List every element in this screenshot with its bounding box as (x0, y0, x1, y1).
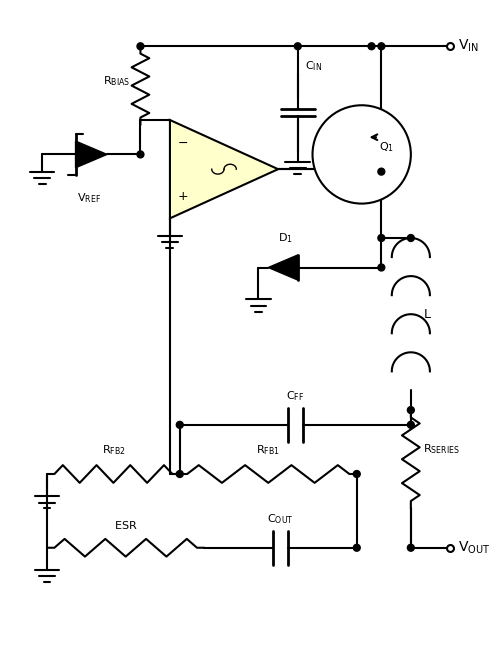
Polygon shape (76, 141, 107, 168)
Circle shape (176, 471, 183, 477)
Text: $\mathregular{V_{IN}}$: $\mathregular{V_{IN}}$ (458, 38, 478, 54)
Text: $\mathregular{L}$: $\mathregular{L}$ (423, 308, 432, 321)
Text: $\mathregular{R_{SERIES}}$: $\mathregular{R_{SERIES}}$ (423, 443, 460, 456)
Text: $\mathregular{R_{FB1}}$: $\mathregular{R_{FB1}}$ (256, 443, 280, 457)
Circle shape (137, 43, 144, 50)
Text: $\mathregular{R_{BIAS}}$: $\mathregular{R_{BIAS}}$ (104, 74, 130, 88)
Polygon shape (170, 120, 278, 218)
Circle shape (294, 43, 301, 50)
Circle shape (368, 43, 375, 50)
Circle shape (354, 471, 360, 477)
Circle shape (354, 545, 360, 551)
Circle shape (378, 264, 385, 271)
Circle shape (312, 105, 411, 204)
Circle shape (176, 421, 183, 428)
Text: $\mathregular{R_{FB2}}$: $\mathregular{R_{FB2}}$ (102, 443, 126, 457)
Circle shape (408, 421, 414, 428)
Circle shape (378, 168, 385, 175)
Text: $\mathregular{V_{OUT}}$: $\mathregular{V_{OUT}}$ (458, 539, 490, 556)
Circle shape (137, 151, 144, 158)
Text: $\mathregular{C_{IN}}$: $\mathregular{C_{IN}}$ (305, 59, 322, 73)
Text: $\mathregular{D_1}$: $\mathregular{D_1}$ (278, 232, 293, 246)
Text: $+$: $+$ (178, 190, 188, 202)
Polygon shape (268, 255, 298, 280)
Text: $\mathregular{V_{REF}}$: $\mathregular{V_{REF}}$ (77, 191, 101, 205)
Text: $\mathregular{Q_1}$: $\mathregular{Q_1}$ (379, 140, 394, 154)
Text: $\mathregular{C_{FF}}$: $\mathregular{C_{FF}}$ (286, 389, 304, 403)
Circle shape (408, 545, 414, 551)
Text: $\mathregular{C_{OUT}}$: $\mathregular{C_{OUT}}$ (268, 512, 293, 526)
Circle shape (378, 43, 385, 50)
Circle shape (408, 234, 414, 242)
Text: $-$: $-$ (178, 136, 188, 149)
Text: $\mathregular{ESR}$: $\mathregular{ESR}$ (114, 518, 138, 530)
Circle shape (408, 407, 414, 413)
Circle shape (378, 234, 385, 242)
